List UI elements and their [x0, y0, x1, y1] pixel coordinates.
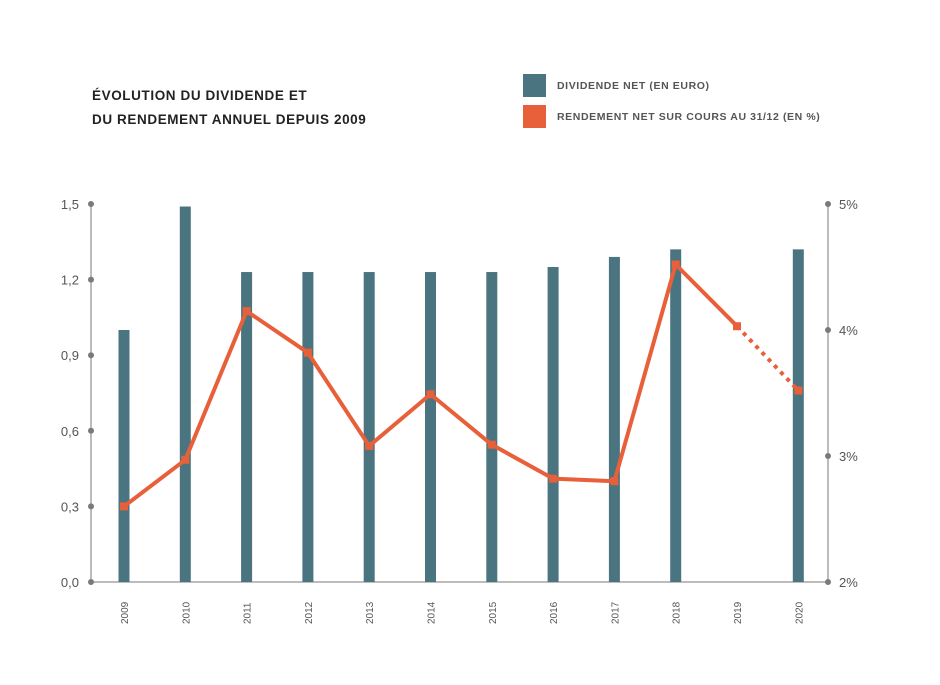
x-tick-label-2009: 2009	[120, 601, 131, 624]
point-rendement-2011	[242, 307, 251, 316]
point-rendement-2016	[549, 474, 558, 483]
y-right-tick-label: 3%	[839, 449, 858, 464]
bar-dividende-2014	[425, 272, 436, 582]
chart-title-line-2: DU RENDEMENT ANNUEL DEPUIS 2009	[92, 112, 367, 127]
bar-dividende-2013	[363, 272, 375, 582]
point-rendement-2014	[426, 390, 435, 399]
point-rendement-2010	[181, 455, 190, 464]
y-right-tick-dot	[825, 579, 831, 585]
y-right-tick-label: 4%	[839, 323, 858, 338]
legend-label-dividende: DIVIDENDE NET (EN EURO)	[557, 80, 710, 92]
y-left-tick-label: 1,5	[61, 197, 79, 212]
y-right-tick-label: 2%	[839, 575, 858, 590]
x-tick-label-2015: 2015	[488, 601, 499, 624]
point-rendement-2020	[794, 386, 803, 395]
y-right-tick-dot	[825, 453, 831, 459]
legend-item-rendement: RENDEMENT NET SUR COURS AU 31/12 (EN %)	[523, 105, 883, 129]
y-left-tick-dot	[88, 579, 94, 585]
y-left-tick-label: 0,9	[61, 348, 79, 363]
bar-dividende-2020	[792, 249, 804, 583]
y-left-tick-dot	[88, 427, 94, 434]
bar-dividende-2012	[302, 272, 314, 582]
x-tick-label-2013: 2013	[365, 601, 376, 624]
chart-title: ÉVOLUTION DU DIVIDENDE ET DU RENDEMENT A…	[92, 84, 366, 132]
bar-dividende-2011	[241, 272, 253, 582]
point-rendement-2013	[365, 441, 374, 450]
legend-label-rendement: RENDEMENT NET SUR COURS AU 31/12 (EN %)	[557, 111, 821, 123]
bar-dividende-2016	[547, 267, 559, 582]
line-rendement-dashed	[735, 324, 800, 392]
y-left-tick-label: 1,2	[61, 273, 79, 288]
chart-title-line-1: ÉVOLUTION DU DIVIDENDE ET	[92, 88, 308, 103]
bar-dividende-2010	[179, 206, 191, 582]
x-tick-label-2014: 2014	[427, 601, 438, 624]
point-rendement-2018	[671, 260, 680, 269]
x-tick-label-2019: 2019	[733, 601, 744, 624]
x-tick-label-2012: 2012	[304, 601, 315, 624]
bar-dividende-2018	[670, 249, 682, 583]
point-rendement-2009	[120, 502, 128, 511]
y-left-tick-dot	[88, 201, 94, 207]
x-tick-label-2017: 2017	[610, 601, 621, 624]
legend-item-dividende: DIVIDENDE NET (EN EURO)	[523, 74, 883, 98]
x-tick-label-2016: 2016	[549, 601, 560, 624]
point-rendement-2019	[733, 322, 741, 331]
bar-dividende-2015	[486, 272, 498, 582]
y-left-tick-dot	[88, 276, 94, 283]
y-right-tick-dot	[825, 327, 831, 333]
y-right-tick-dot	[825, 201, 831, 207]
x-tick-label-2018: 2018	[672, 601, 683, 624]
x-tick-label-2020: 2020	[794, 601, 805, 624]
x-tick-label-2010: 2010	[181, 601, 192, 624]
y-left-tick-dot	[88, 503, 94, 510]
x-tick-label-2011: 2011	[243, 602, 254, 624]
legend-swatch-rendement	[523, 105, 546, 128]
y-left-tick-dot	[88, 352, 94, 359]
legend-swatch-dividende	[523, 74, 546, 97]
bar-dividende-2017	[608, 256, 620, 582]
point-rendement-2017	[610, 477, 619, 486]
y-right-tick-label: 5%	[839, 197, 858, 212]
bar-dividende-2009	[118, 330, 130, 582]
y-left-tick-label: 0,3	[61, 499, 79, 514]
y-left-tick-label: 0,6	[61, 424, 79, 439]
point-rendement-2015	[487, 440, 496, 449]
y-left-tick-label: 0,0	[61, 575, 79, 590]
point-rendement-2012	[303, 348, 312, 357]
